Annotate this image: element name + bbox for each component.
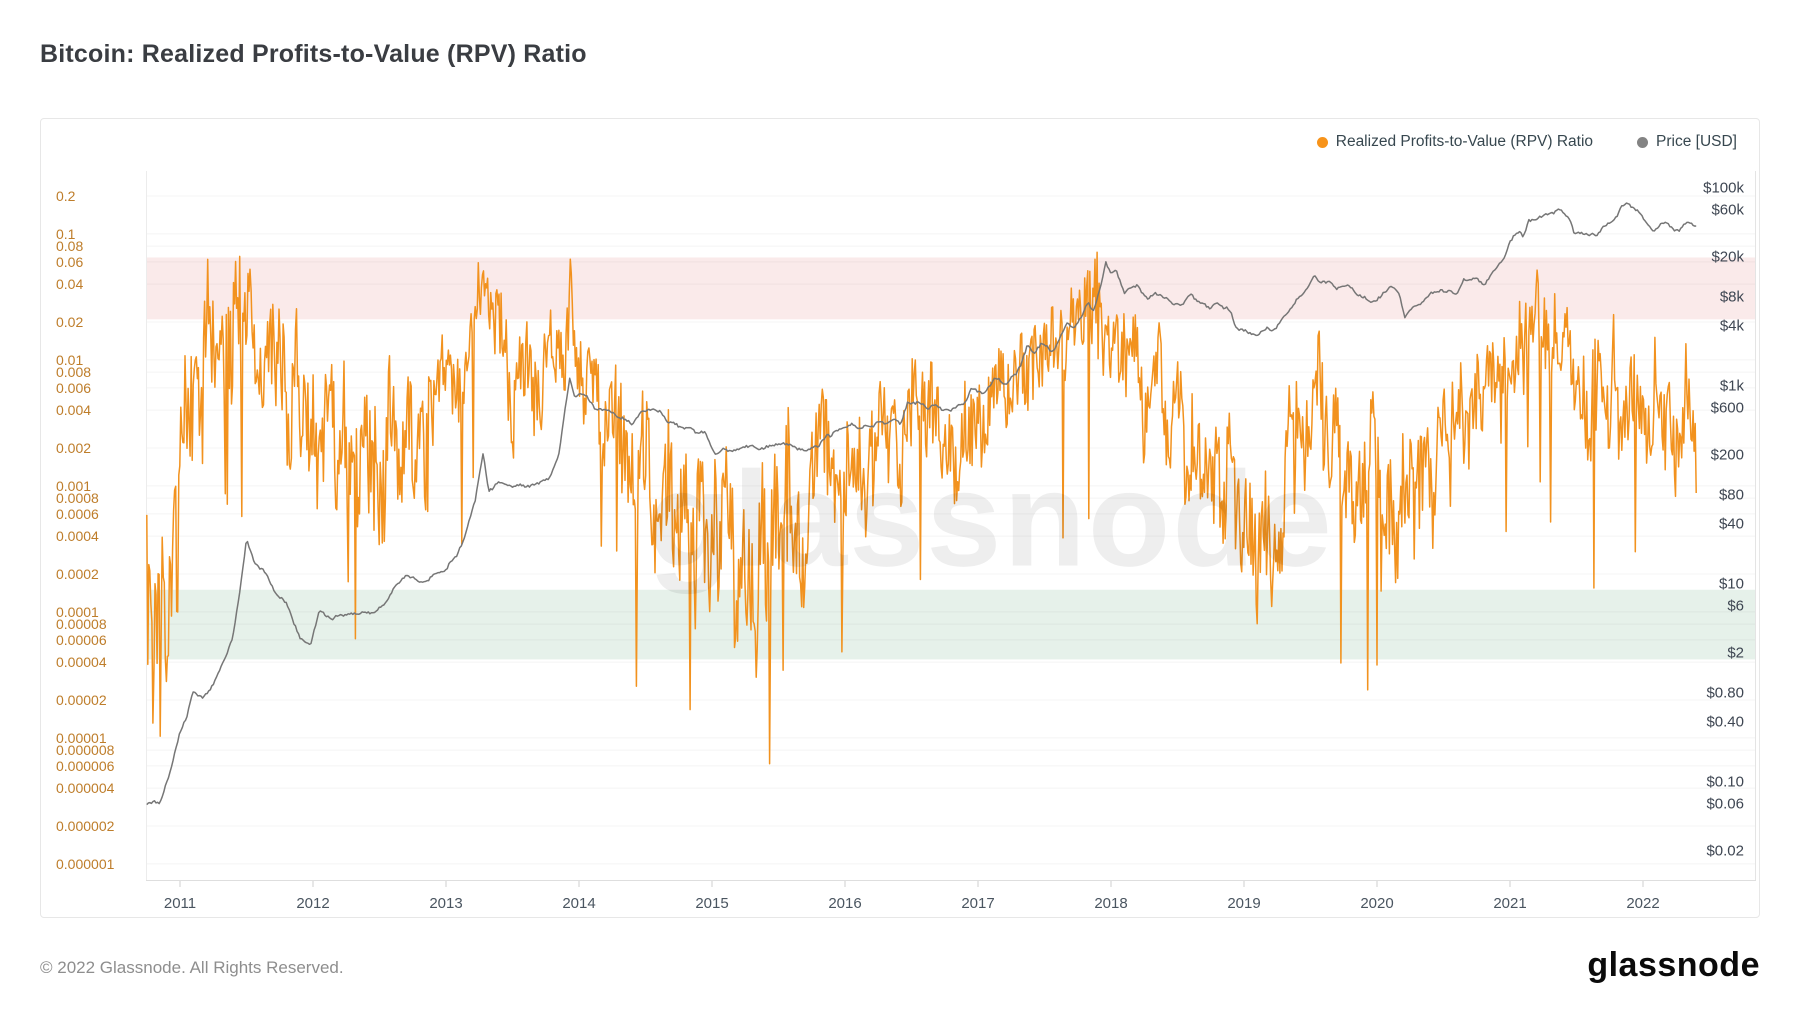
left-axis-tick: 0.2 bbox=[56, 188, 76, 204]
x-axis-tick: 2015 bbox=[695, 895, 729, 912]
left-axis-tick: 0.000004 bbox=[56, 780, 115, 797]
x-axis-tick: 2022 bbox=[1626, 895, 1660, 912]
left-axis-tick: 0.004 bbox=[56, 402, 92, 419]
left-axis-tick: 0.00002 bbox=[56, 692, 107, 708]
legend-dot-price-icon bbox=[1637, 136, 1649, 148]
left-axis-tick: 0.0002 bbox=[56, 566, 99, 582]
chart-plot[interactable] bbox=[146, 171, 1756, 891]
left-axis-tick: 0.00008 bbox=[56, 616, 107, 633]
x-axis-tick: 2011 bbox=[163, 895, 197, 912]
x-axis-tick: 2013 bbox=[429, 895, 463, 912]
x-axis-tick: 2014 bbox=[562, 895, 596, 912]
x-axis-tick: 2019 bbox=[1227, 895, 1261, 912]
left-axis-tick: 0.00001 bbox=[56, 729, 107, 746]
left-axis-tick: 0.00006 bbox=[56, 631, 107, 648]
legend-item-rpv[interactable]: Realized Profits-to-Value (RPV) Ratio bbox=[1316, 133, 1594, 151]
left-axis-tick: 0.002 bbox=[56, 440, 92, 456]
chart-legend: Realized Profits-to-Value (RPV) Ratio Pr… bbox=[1316, 133, 1737, 151]
x-axis-tick: 2012 bbox=[296, 895, 330, 912]
legend-label-rpv: Realized Profits-to-Value (RPV) Ratio bbox=[1335, 133, 1594, 150]
upper-red-band bbox=[146, 257, 1756, 320]
left-axis-tick: 0.001 bbox=[56, 477, 92, 494]
x-axis-tick: 2020 bbox=[1360, 895, 1394, 912]
left-axis-tick: 0.0006 bbox=[56, 505, 99, 522]
left-axis-tick: 0.04 bbox=[56, 276, 84, 293]
left-axis-tick: 0.01 bbox=[56, 351, 84, 368]
left-axis-tick: 0.008 bbox=[56, 364, 92, 381]
chart-card: Realized Profits-to-Value (RPV) Ratio Pr… bbox=[40, 118, 1760, 918]
brand-logo: glassnode bbox=[1587, 946, 1760, 984]
left-axis-tick: 0.08 bbox=[56, 238, 84, 255]
legend-label-price: Price [USD] bbox=[1656, 133, 1737, 150]
left-axis-tick: 0.02 bbox=[56, 314, 84, 330]
lower-green-band bbox=[146, 589, 1756, 660]
left-axis-tick: 0.00004 bbox=[56, 654, 107, 671]
left-axis-tick: 0.000001 bbox=[56, 855, 115, 872]
x-axis-tick: 2018 bbox=[1094, 895, 1128, 912]
left-axis-tick: 0.0008 bbox=[56, 490, 99, 507]
x-axis-tick: 2016 bbox=[828, 895, 862, 912]
x-axis-tick: 2021 bbox=[1493, 895, 1527, 912]
price-series-line bbox=[146, 202, 1697, 806]
left-axis-tick: 0.000006 bbox=[56, 757, 115, 774]
left-axis-tick: 0.000008 bbox=[56, 742, 115, 759]
left-axis-tick: 0.1 bbox=[56, 225, 76, 242]
left-axis-tick: 0.0001 bbox=[56, 603, 99, 620]
left-axis-tick: 0.0004 bbox=[56, 528, 99, 545]
left-axis-tick: 0.006 bbox=[56, 379, 92, 396]
left-axis-tick: 0.06 bbox=[56, 253, 84, 270]
footer-copyright: © 2022 Glassnode. All Rights Reserved. bbox=[40, 958, 344, 977]
page-title: Bitcoin: Realized Profits-to-Value (RPV)… bbox=[40, 40, 587, 68]
left-axis-tick: 0.000002 bbox=[56, 818, 115, 834]
x-axis-tick: 2017 bbox=[961, 895, 995, 912]
legend-item-price[interactable]: Price [USD] bbox=[1637, 133, 1737, 151]
rpv-series-line bbox=[146, 251, 1697, 765]
legend-dot-rpv-icon bbox=[1316, 136, 1328, 148]
